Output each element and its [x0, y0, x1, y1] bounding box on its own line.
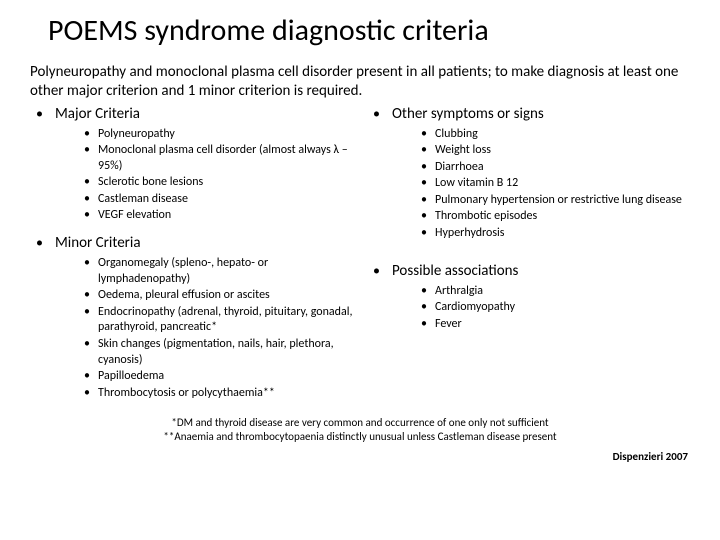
footnote-line: *DM and thyroid disease are very common …	[28, 416, 692, 430]
list-item: Diarrhoea	[421, 160, 692, 176]
page-title: POEMS syndrome diagnostic criteria	[48, 12, 692, 49]
bullet-icon: •	[36, 234, 43, 251]
list-item: Hyperhydrosis	[421, 226, 692, 242]
minor-list: Organomegaly (spleno-, hepato- or lympha…	[28, 256, 355, 401]
list-item: Fever	[421, 317, 692, 333]
list-item: Cardiomyopathy	[421, 300, 692, 316]
footnote-line: **Anaemia and thrombocytopaenia distinct…	[28, 430, 692, 444]
list-item: VEGF elevation	[84, 208, 355, 224]
list-item: Skin changes (pigmentation, nails, hair,…	[84, 337, 355, 368]
list-item: Castleman disease	[84, 192, 355, 208]
bullet-icon: •	[36, 105, 43, 122]
major-heading-text: Major Criteria	[55, 105, 140, 123]
list-item: Papilloedema	[84, 369, 355, 385]
list-item: Organomegaly (spleno-, hepato- or lympha…	[84, 256, 355, 287]
list-item: Low vitamin B 12	[421, 176, 692, 192]
list-item: Sclerotic bone lesions	[84, 175, 355, 191]
bullet-icon: •	[373, 262, 380, 279]
list-item: Oedema, pleural effusion or ascites	[84, 288, 355, 304]
bullet-icon: •	[373, 105, 380, 122]
major-list: Polyneuropathy Monoclonal plasma cell di…	[28, 127, 355, 225]
list-item: Pulmonary hypertension or restrictive lu…	[421, 193, 692, 209]
assoc-heading-text: Possible associations	[392, 262, 518, 280]
list-item: Clubbing	[421, 127, 692, 143]
minor-heading-text: Minor Criteria	[55, 234, 141, 252]
list-item: Polyneuropathy	[84, 127, 355, 143]
list-item: Thrombocytosis or polycythaemia**	[84, 386, 355, 402]
other-list: Clubbing Weight loss Diarrhoea Low vitam…	[365, 127, 692, 242]
assoc-heading: • Possible associations	[365, 262, 692, 280]
other-heading: • Other symptoms or signs	[365, 105, 692, 123]
minor-heading: • Minor Criteria	[28, 234, 355, 252]
major-heading: • Major Criteria	[28, 105, 355, 123]
columns-wrap: • Major Criteria Polyneuropathy Monoclon…	[28, 103, 692, 403]
list-item: Thrombotic episodes	[421, 209, 692, 225]
assoc-list: Arthralgia Cardiomyopathy Fever	[365, 284, 692, 333]
intro-text: Polyneuropathy and monoclonal plasma cel…	[28, 63, 692, 101]
other-heading-text: Other symptoms or signs	[392, 105, 544, 123]
left-column: • Major Criteria Polyneuropathy Monoclon…	[28, 103, 355, 403]
list-item: Arthralgia	[421, 284, 692, 300]
list-item: Weight loss	[421, 143, 692, 159]
footnote: *DM and thyroid disease are very common …	[28, 416, 692, 444]
right-column: • Other symptoms or signs Clubbing Weigh…	[365, 103, 692, 403]
list-item: Monoclonal plasma cell disorder (almost …	[84, 143, 355, 174]
list-item: Endocrinopathy (adrenal, thyroid, pituit…	[84, 305, 355, 336]
reference: Dispenzieri 2007	[28, 450, 692, 463]
